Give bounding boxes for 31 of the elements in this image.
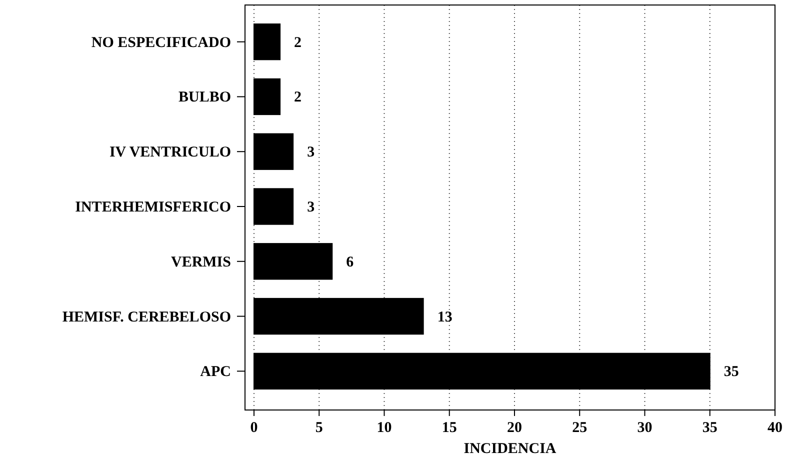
x-tick-label: 10 — [376, 420, 392, 436]
x-tick-label: 15 — [442, 420, 457, 436]
data-label: 6 — [346, 254, 354, 270]
y-tick-label: HEMISF. CEREBELOSO — [62, 309, 231, 326]
x-tick-label: 40 — [768, 420, 782, 436]
bar — [254, 133, 294, 170]
data-label: 35 — [724, 364, 739, 380]
y-tick-label: NO ESPECIFICADO — [91, 34, 231, 51]
y-tick-label: INTERHEMISFERICO — [75, 200, 231, 216]
data-label: 3 — [307, 144, 315, 161]
bar — [254, 23, 281, 60]
data-label: 13 — [437, 309, 452, 326]
bar — [254, 352, 710, 390]
x-tick-label: 0 — [250, 420, 258, 436]
y-tick-label: VERMIS — [170, 254, 231, 270]
y-tick-label: APC — [200, 364, 231, 380]
y-tick-label: IV VENTRICULO — [109, 144, 231, 161]
data-label: 3 — [307, 200, 315, 216]
bar — [254, 188, 294, 225]
y-tick-label: BULBO — [178, 90, 231, 106]
x-tick-label: 20 — [507, 420, 522, 436]
data-label: 2 — [294, 34, 302, 51]
x-axis-title: INCIDENCIA — [464, 441, 556, 457]
data-label: 2 — [294, 90, 302, 106]
x-tick-label: 5 — [315, 420, 323, 436]
x-tick-label: 25 — [572, 420, 588, 436]
x-tick-label: 35 — [702, 420, 718, 436]
bar — [254, 78, 281, 116]
bar — [254, 298, 424, 335]
bar — [254, 243, 333, 280]
x-tick-label: 30 — [637, 420, 652, 436]
